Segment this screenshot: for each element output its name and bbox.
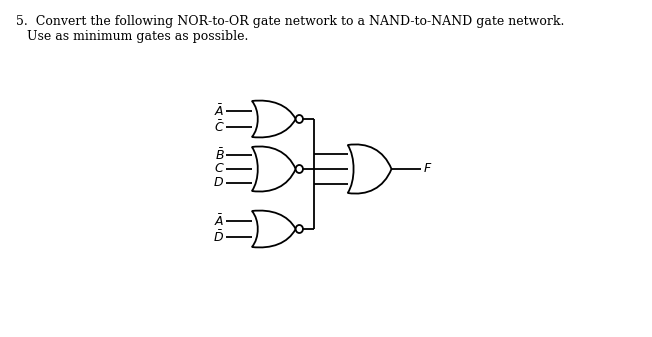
Text: $\bar{B}$: $\bar{B}$	[215, 148, 224, 163]
Text: $F$: $F$	[422, 162, 432, 176]
Circle shape	[295, 115, 303, 123]
PathPatch shape	[252, 211, 295, 247]
Text: $D$: $D$	[213, 176, 224, 189]
Text: Use as minimum gates as possible.: Use as minimum gates as possible.	[27, 30, 249, 43]
Circle shape	[295, 165, 303, 173]
Circle shape	[295, 225, 303, 233]
Text: $\bar{C}$: $\bar{C}$	[214, 119, 224, 135]
Text: $\bar{A}$: $\bar{A}$	[214, 213, 224, 229]
Text: $C$: $C$	[214, 162, 224, 176]
Text: $\bar{A}$: $\bar{A}$	[214, 103, 224, 119]
PathPatch shape	[252, 147, 295, 191]
Text: $\bar{D}$: $\bar{D}$	[213, 229, 224, 245]
Text: 5.  Convert the following NOR-to-OR gate network to a NAND-to-NAND gate network.: 5. Convert the following NOR-to-OR gate …	[16, 15, 565, 28]
PathPatch shape	[252, 100, 295, 137]
PathPatch shape	[348, 145, 391, 193]
